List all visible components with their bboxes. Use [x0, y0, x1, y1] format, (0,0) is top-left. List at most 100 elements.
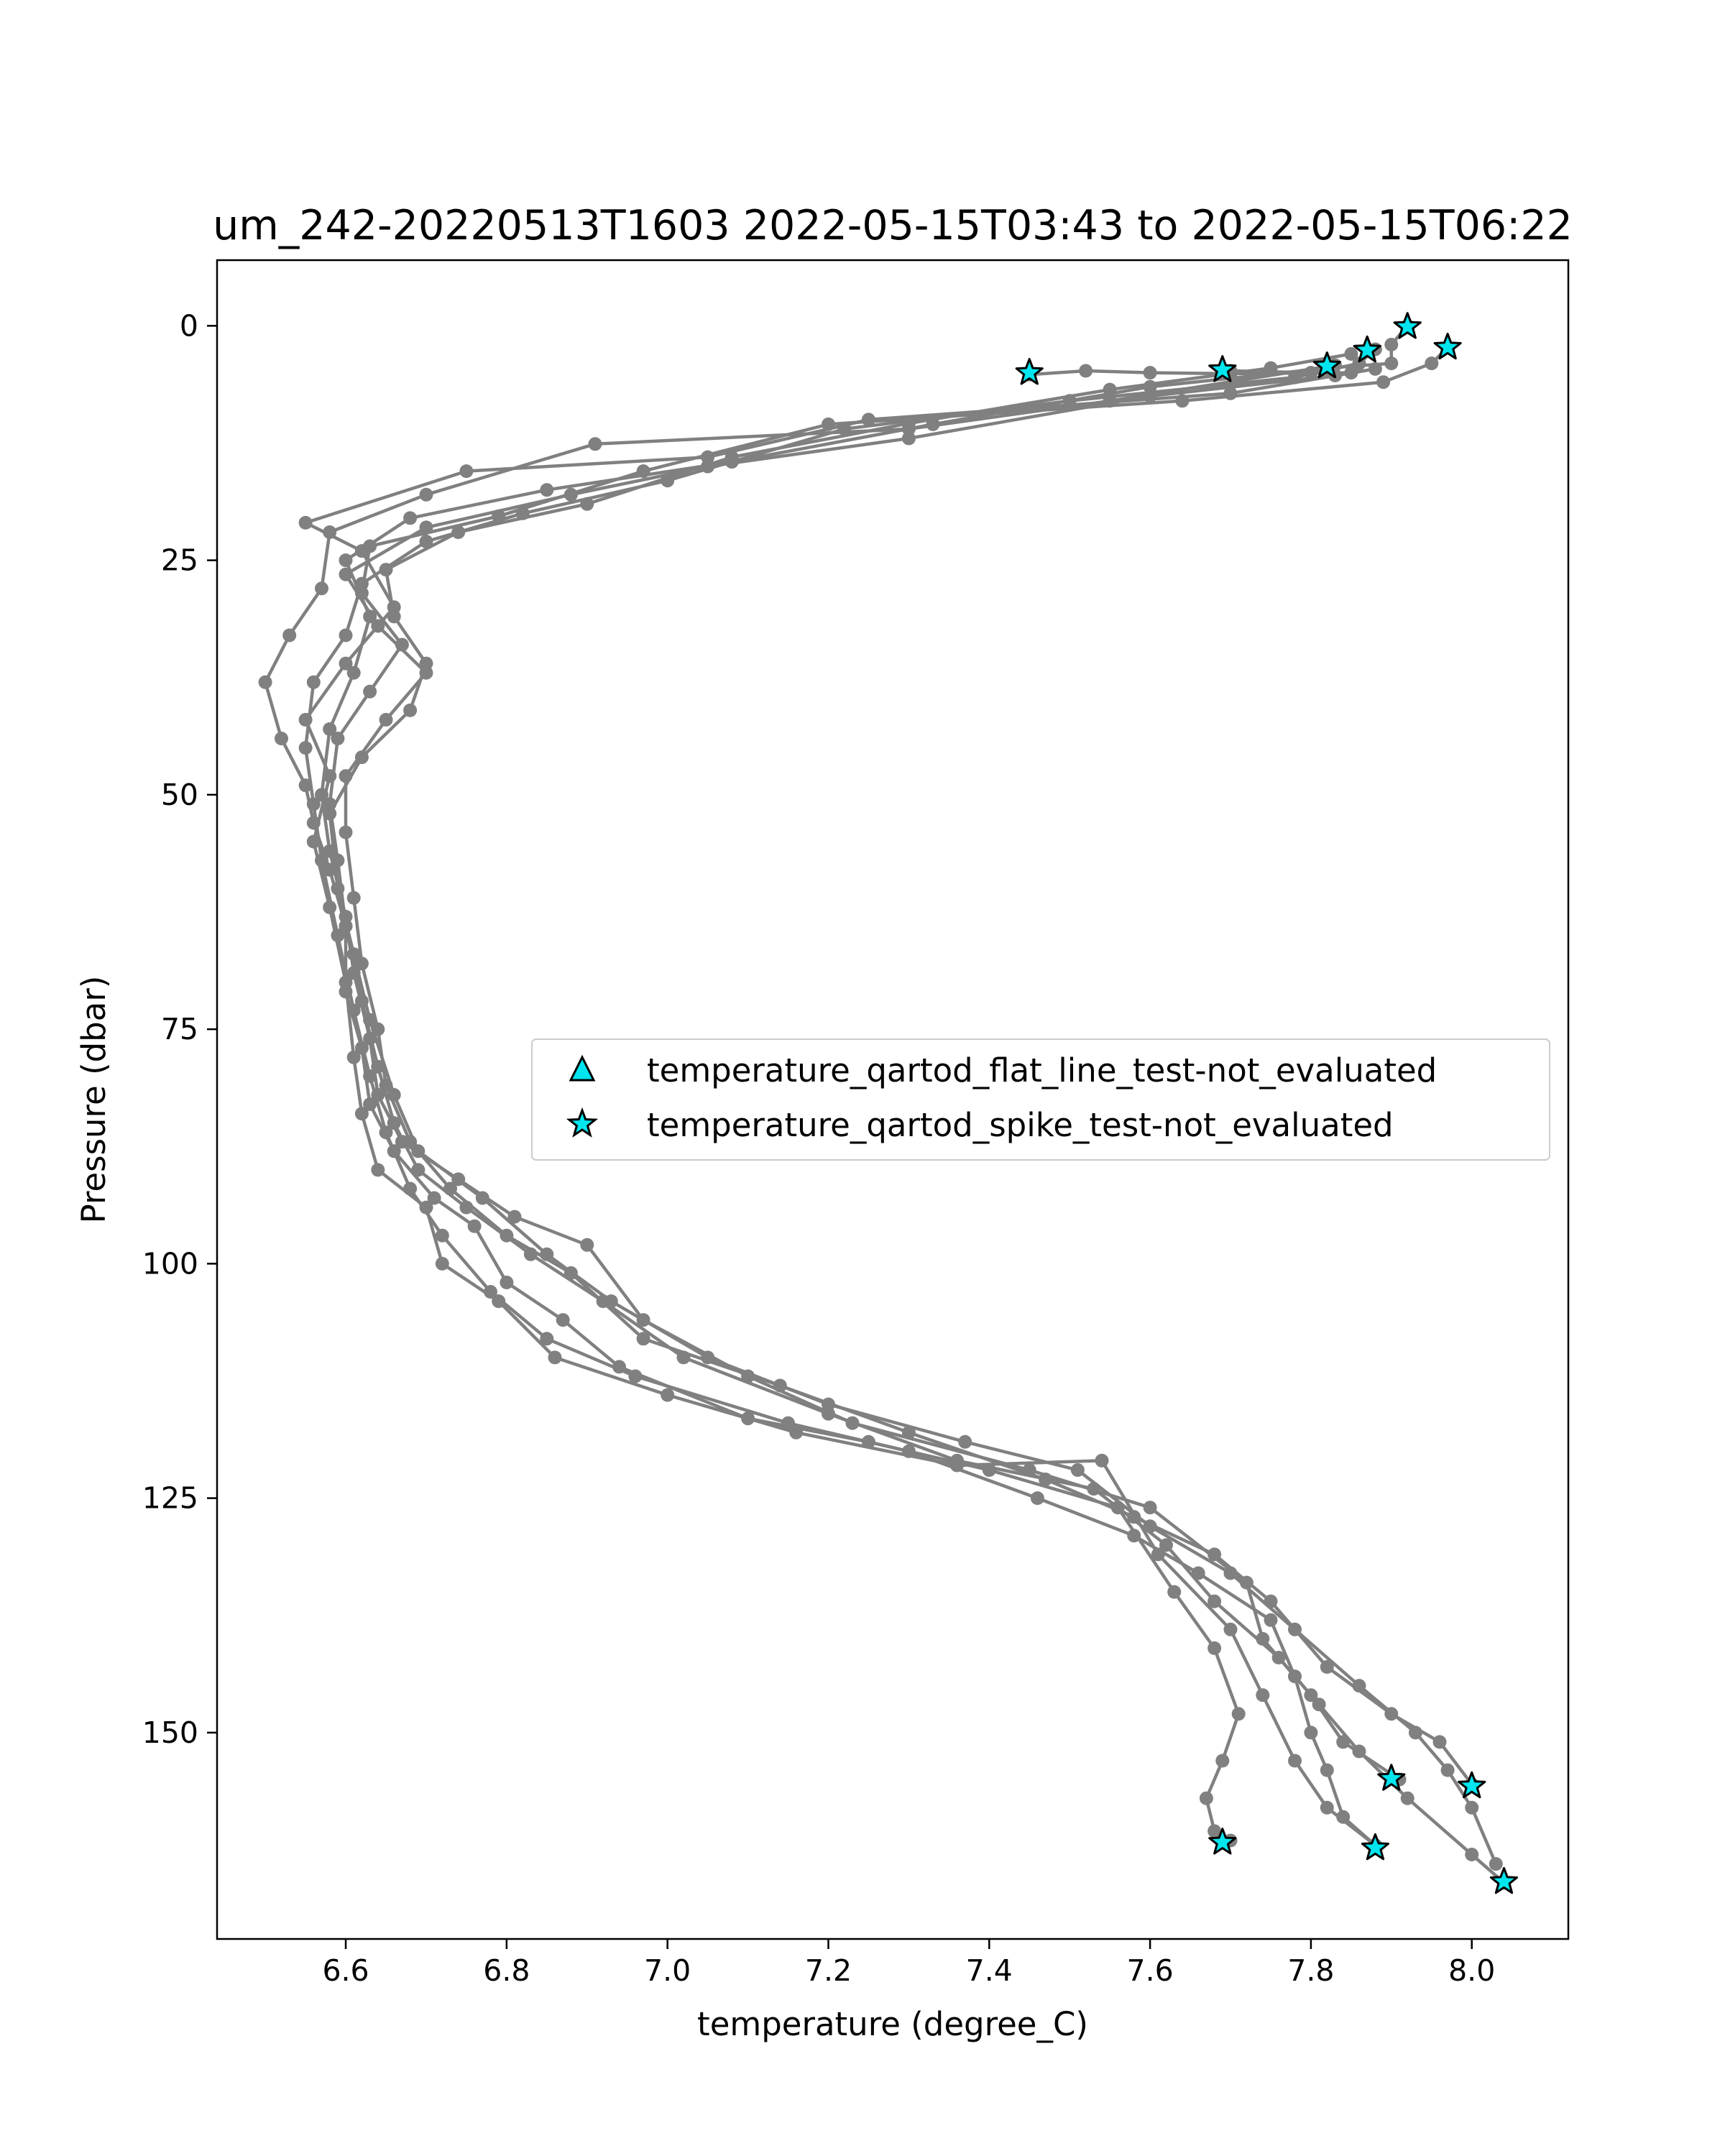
data-point — [371, 1163, 385, 1177]
data-point — [1376, 375, 1391, 390]
data-point — [1320, 1800, 1334, 1815]
y-tick-label: 100 — [142, 1246, 198, 1281]
data-point — [363, 1069, 377, 1083]
spike-flag-star — [1433, 332, 1462, 360]
legend-entry-spike: temperature_qartod_spike_test-not_evalua… — [647, 1106, 1394, 1144]
data-point — [1344, 347, 1358, 361]
x-axis-label: temperature (degree_C) — [697, 2005, 1088, 2043]
data-point — [1103, 382, 1117, 397]
data-point — [331, 881, 345, 895]
data-point — [1489, 1857, 1503, 1871]
data-point — [507, 1210, 522, 1224]
data-point — [1143, 366, 1157, 380]
data-point — [323, 722, 337, 736]
data-point — [339, 656, 353, 671]
data-point — [475, 1191, 489, 1205]
data-point — [323, 525, 337, 539]
data-point — [837, 422, 852, 436]
data-point — [1288, 370, 1302, 384]
y-tick-label: 25 — [161, 543, 198, 578]
data-point — [1320, 1660, 1334, 1674]
data-point — [339, 567, 353, 581]
data-point — [339, 628, 353, 642]
data-point — [1408, 1726, 1422, 1740]
x-axis: 6.6 6.8 7.0 7.2 7.4 7.6 7.8 8.0 — [322, 1939, 1495, 1988]
data-point — [1223, 1622, 1238, 1636]
data-point — [354, 750, 369, 765]
data-point — [781, 1416, 795, 1430]
data-point — [500, 1276, 514, 1289]
data-point — [1256, 1688, 1270, 1703]
data-point — [323, 806, 337, 821]
series-line — [303, 367, 1377, 1847]
data-point — [1352, 1744, 1366, 1759]
legend-triangle-marker — [569, 1054, 596, 1082]
data-point — [1175, 394, 1190, 408]
data-point — [387, 1088, 401, 1102]
data-point — [354, 1107, 369, 1121]
data-point — [258, 675, 272, 689]
data-point — [298, 515, 313, 530]
x-tick-label: 6.6 — [322, 1953, 369, 1988]
data-point — [901, 1425, 916, 1439]
data-point — [1400, 1791, 1414, 1805]
data-point — [1039, 1473, 1053, 1486]
series-line — [303, 348, 1376, 1847]
data-point — [701, 1350, 715, 1365]
spike-flag-star — [1312, 351, 1341, 379]
data-point — [419, 1200, 433, 1215]
y-axis-label: Pressure (dbar) — [75, 976, 113, 1224]
data-point — [379, 713, 393, 727]
data-point — [1384, 356, 1399, 371]
data-point — [950, 1453, 964, 1468]
spike-flag-star — [1489, 1866, 1518, 1894]
data-point — [580, 497, 594, 511]
data-point — [306, 797, 321, 811]
data-point — [379, 1125, 393, 1140]
data-point — [661, 1388, 675, 1402]
data-point — [1344, 366, 1358, 380]
data-point — [1143, 389, 1157, 403]
data-point — [1167, 1585, 1182, 1599]
data-point — [1271, 1651, 1286, 1664]
y-tick-label: 150 — [142, 1715, 198, 1750]
legend-star-marker — [566, 1107, 599, 1138]
data-point — [636, 464, 650, 479]
data-point — [282, 628, 297, 642]
data-point — [1143, 1519, 1157, 1534]
data-point — [1208, 1547, 1222, 1562]
data-point — [346, 890, 361, 905]
y-axis: 0 25 50 75 100 125 150 — [142, 308, 217, 1750]
data-point — [346, 1050, 361, 1064]
data-point — [822, 1406, 835, 1421]
x-tick-label: 7.0 — [644, 1953, 691, 1988]
data-point — [331, 732, 345, 746]
flags-layer — [1015, 312, 1518, 1894]
data-point — [403, 1181, 418, 1196]
spike-flag-star — [1353, 335, 1381, 363]
y-tick-label: 75 — [161, 1012, 198, 1046]
data-point — [1304, 1726, 1318, 1740]
x-tick-label: 7.4 — [966, 1953, 1013, 1988]
data-point — [1208, 1824, 1222, 1838]
data-point — [580, 1238, 594, 1252]
spike-flag-star — [1377, 1764, 1406, 1791]
x-tick-label: 7.6 — [1126, 1953, 1173, 1988]
data-point — [387, 609, 401, 624]
chart-title: um_242-20220513T1603 2022-05-15T03:43 to… — [213, 202, 1573, 249]
data-point — [419, 535, 433, 548]
data-point — [339, 553, 353, 568]
data-point — [1264, 361, 1278, 375]
data-point — [1095, 1453, 1109, 1468]
spike-flag-star — [1208, 355, 1237, 382]
data-point — [346, 1003, 361, 1018]
data-point — [556, 1313, 570, 1327]
data-point — [901, 416, 916, 430]
data-point — [467, 1219, 482, 1233]
data-point — [306, 675, 321, 689]
data-point — [403, 703, 418, 717]
data-point — [419, 487, 433, 502]
data-point — [331, 929, 345, 943]
data-point — [500, 1228, 514, 1243]
data-point — [1465, 1848, 1479, 1861]
